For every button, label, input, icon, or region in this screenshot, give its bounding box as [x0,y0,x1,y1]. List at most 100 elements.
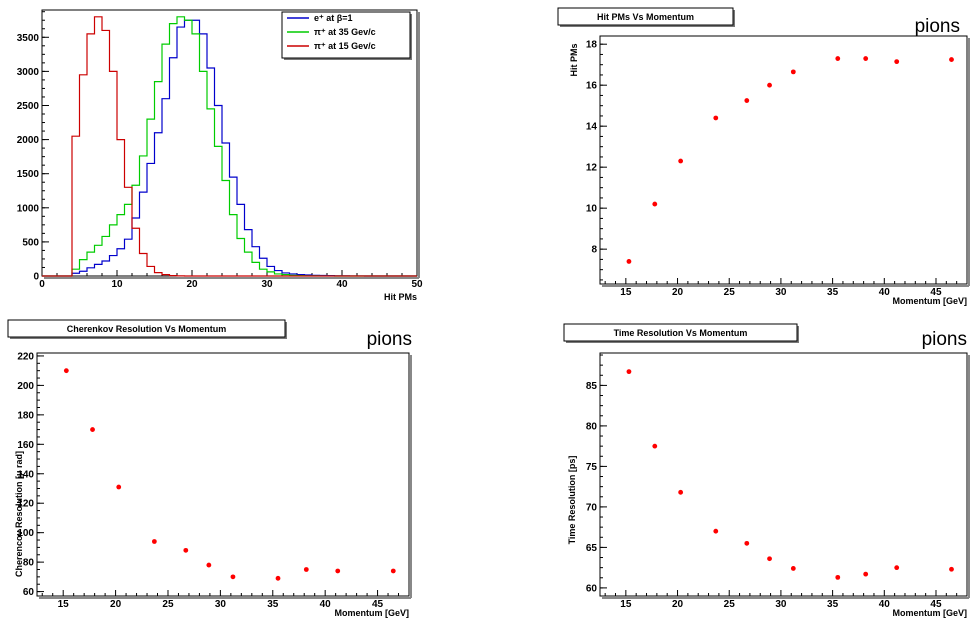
y-tick-label: 70 [586,502,598,513]
data-point [767,556,772,562]
data-point [894,565,900,571]
x-tick-label: 35 [267,599,279,610]
data-point [151,539,157,544]
y-axis-label: Cherencov Resolution [μ rad] [14,451,24,577]
y-tick-label: 14 [586,122,598,133]
particle-label: pions [922,329,967,350]
y-tick-label: 120 [17,499,34,510]
x-tick-label: 0 [39,279,45,290]
x-tick-label: 25 [724,287,736,298]
x-tick-label: 30 [215,599,227,610]
y-tick-label: 0 [33,272,39,283]
chart-panel-3: 15 20 25 30 35 40 45 60 80 100 120 140 160 180 200 220 M… [7,319,412,618]
y-tick-label: 8 [591,245,597,256]
data-point [626,369,632,375]
y-tick-label: 60 [23,587,35,598]
y-tick-label: 140 [17,469,34,480]
data-point [390,568,396,574]
title-box [563,323,798,342]
data-point [790,566,796,571]
data-point [835,56,841,61]
title-box [557,7,734,26]
data-point [183,547,189,553]
data-point [90,427,95,432]
x-axis-label: Momentum [GeV] [892,608,967,618]
y-tick-label: 180 [17,410,34,421]
data-point [949,566,954,572]
x-tick-label: 30 [775,287,787,298]
x-tick-label: 35 [827,287,839,298]
legend-entry: e⁺ at β=1 [314,13,353,23]
x-tick-label: 45 [930,287,942,298]
data-point [335,568,341,574]
y-tick-label: 160 [17,440,34,451]
data-point [230,574,236,580]
x-axis-label: Momentum [GeV] [892,296,967,306]
y-tick-label: 60 [586,583,598,594]
histogram-series-3 [42,16,417,277]
data-point [835,574,841,580]
data-point [678,489,684,495]
y-tick-label: 80 [586,421,598,432]
data-point [790,69,796,75]
y-axis-label: Time Resolution [ps] [567,456,577,545]
data-point [744,98,750,103]
y-tick-label: 200 [17,381,34,392]
x-tick-label: 10 [111,279,123,290]
x-tick-label: 45 [930,599,942,610]
data-point [894,59,900,65]
particle-label: pions [915,16,960,37]
legend-box [281,11,411,59]
x-tick-label: 30 [261,279,273,290]
x-tick-label: 25 [724,599,736,610]
y-tick-label: 1000 [17,203,40,214]
y-tick-label: 12 [586,163,598,174]
y-tick-label: 85 [586,381,598,392]
x-tick-label: 15 [620,287,632,298]
data-point [863,56,869,61]
plot-frame [599,35,968,285]
y-tick-label: 500 [22,237,39,248]
y-tick-label: 3000 [17,67,40,78]
chart-title: Time Resolution Vs Momentum [614,328,748,338]
y-tick-label: 2500 [17,101,40,112]
chart-title: Cherenkov Resolution Vs Momentum [67,324,227,334]
y-tick-label: 80 [23,558,35,569]
data-point [116,484,122,490]
y-tick-label: 220 [17,351,34,362]
x-axis-label: Hit PMs [384,292,417,302]
legend-entry: π⁺ at 35 Gev/c [314,27,376,37]
data-point [713,528,719,534]
x-tick-label: 40 [879,287,891,298]
particle-label: pions [367,329,412,350]
x-axis-label: Momentum [GeV] [334,608,409,618]
plot-frame [36,352,410,597]
data-point [652,201,658,207]
x-tick-label: 25 [162,599,174,610]
x-tick-label: 40 [879,599,891,610]
x-tick-label: 45 [372,599,384,610]
chart-title: Hit PMs Vs Momentum [597,12,694,22]
data-point [744,540,750,546]
x-tick-label: 40 [336,279,348,290]
y-tick-label: 100 [17,528,34,539]
y-tick-label: 2000 [17,135,40,146]
x-tick-label: 20 [186,279,198,290]
data-point [949,57,954,62]
data-point [303,567,309,572]
data-point [678,158,684,164]
data-point [63,368,69,374]
x-tick-label: 20 [672,287,684,298]
y-tick-label: 1500 [17,169,40,180]
title-box [7,319,286,338]
x-tick-label: 50 [411,279,423,290]
x-tick-label: 15 [58,599,70,610]
y-axis-label: Hit PMs [569,43,579,76]
y-tick-label: 75 [586,462,598,473]
y-tick-label: 18 [586,40,598,51]
chart-panel-4: 15 20 25 30 35 40 45 60 65 70 75 80 85 Momentum [GeV]… [563,323,970,618]
y-tick-label: 16 [586,81,598,92]
y-tick-label: 65 [586,543,598,554]
x-tick-label: 20 [672,599,684,610]
